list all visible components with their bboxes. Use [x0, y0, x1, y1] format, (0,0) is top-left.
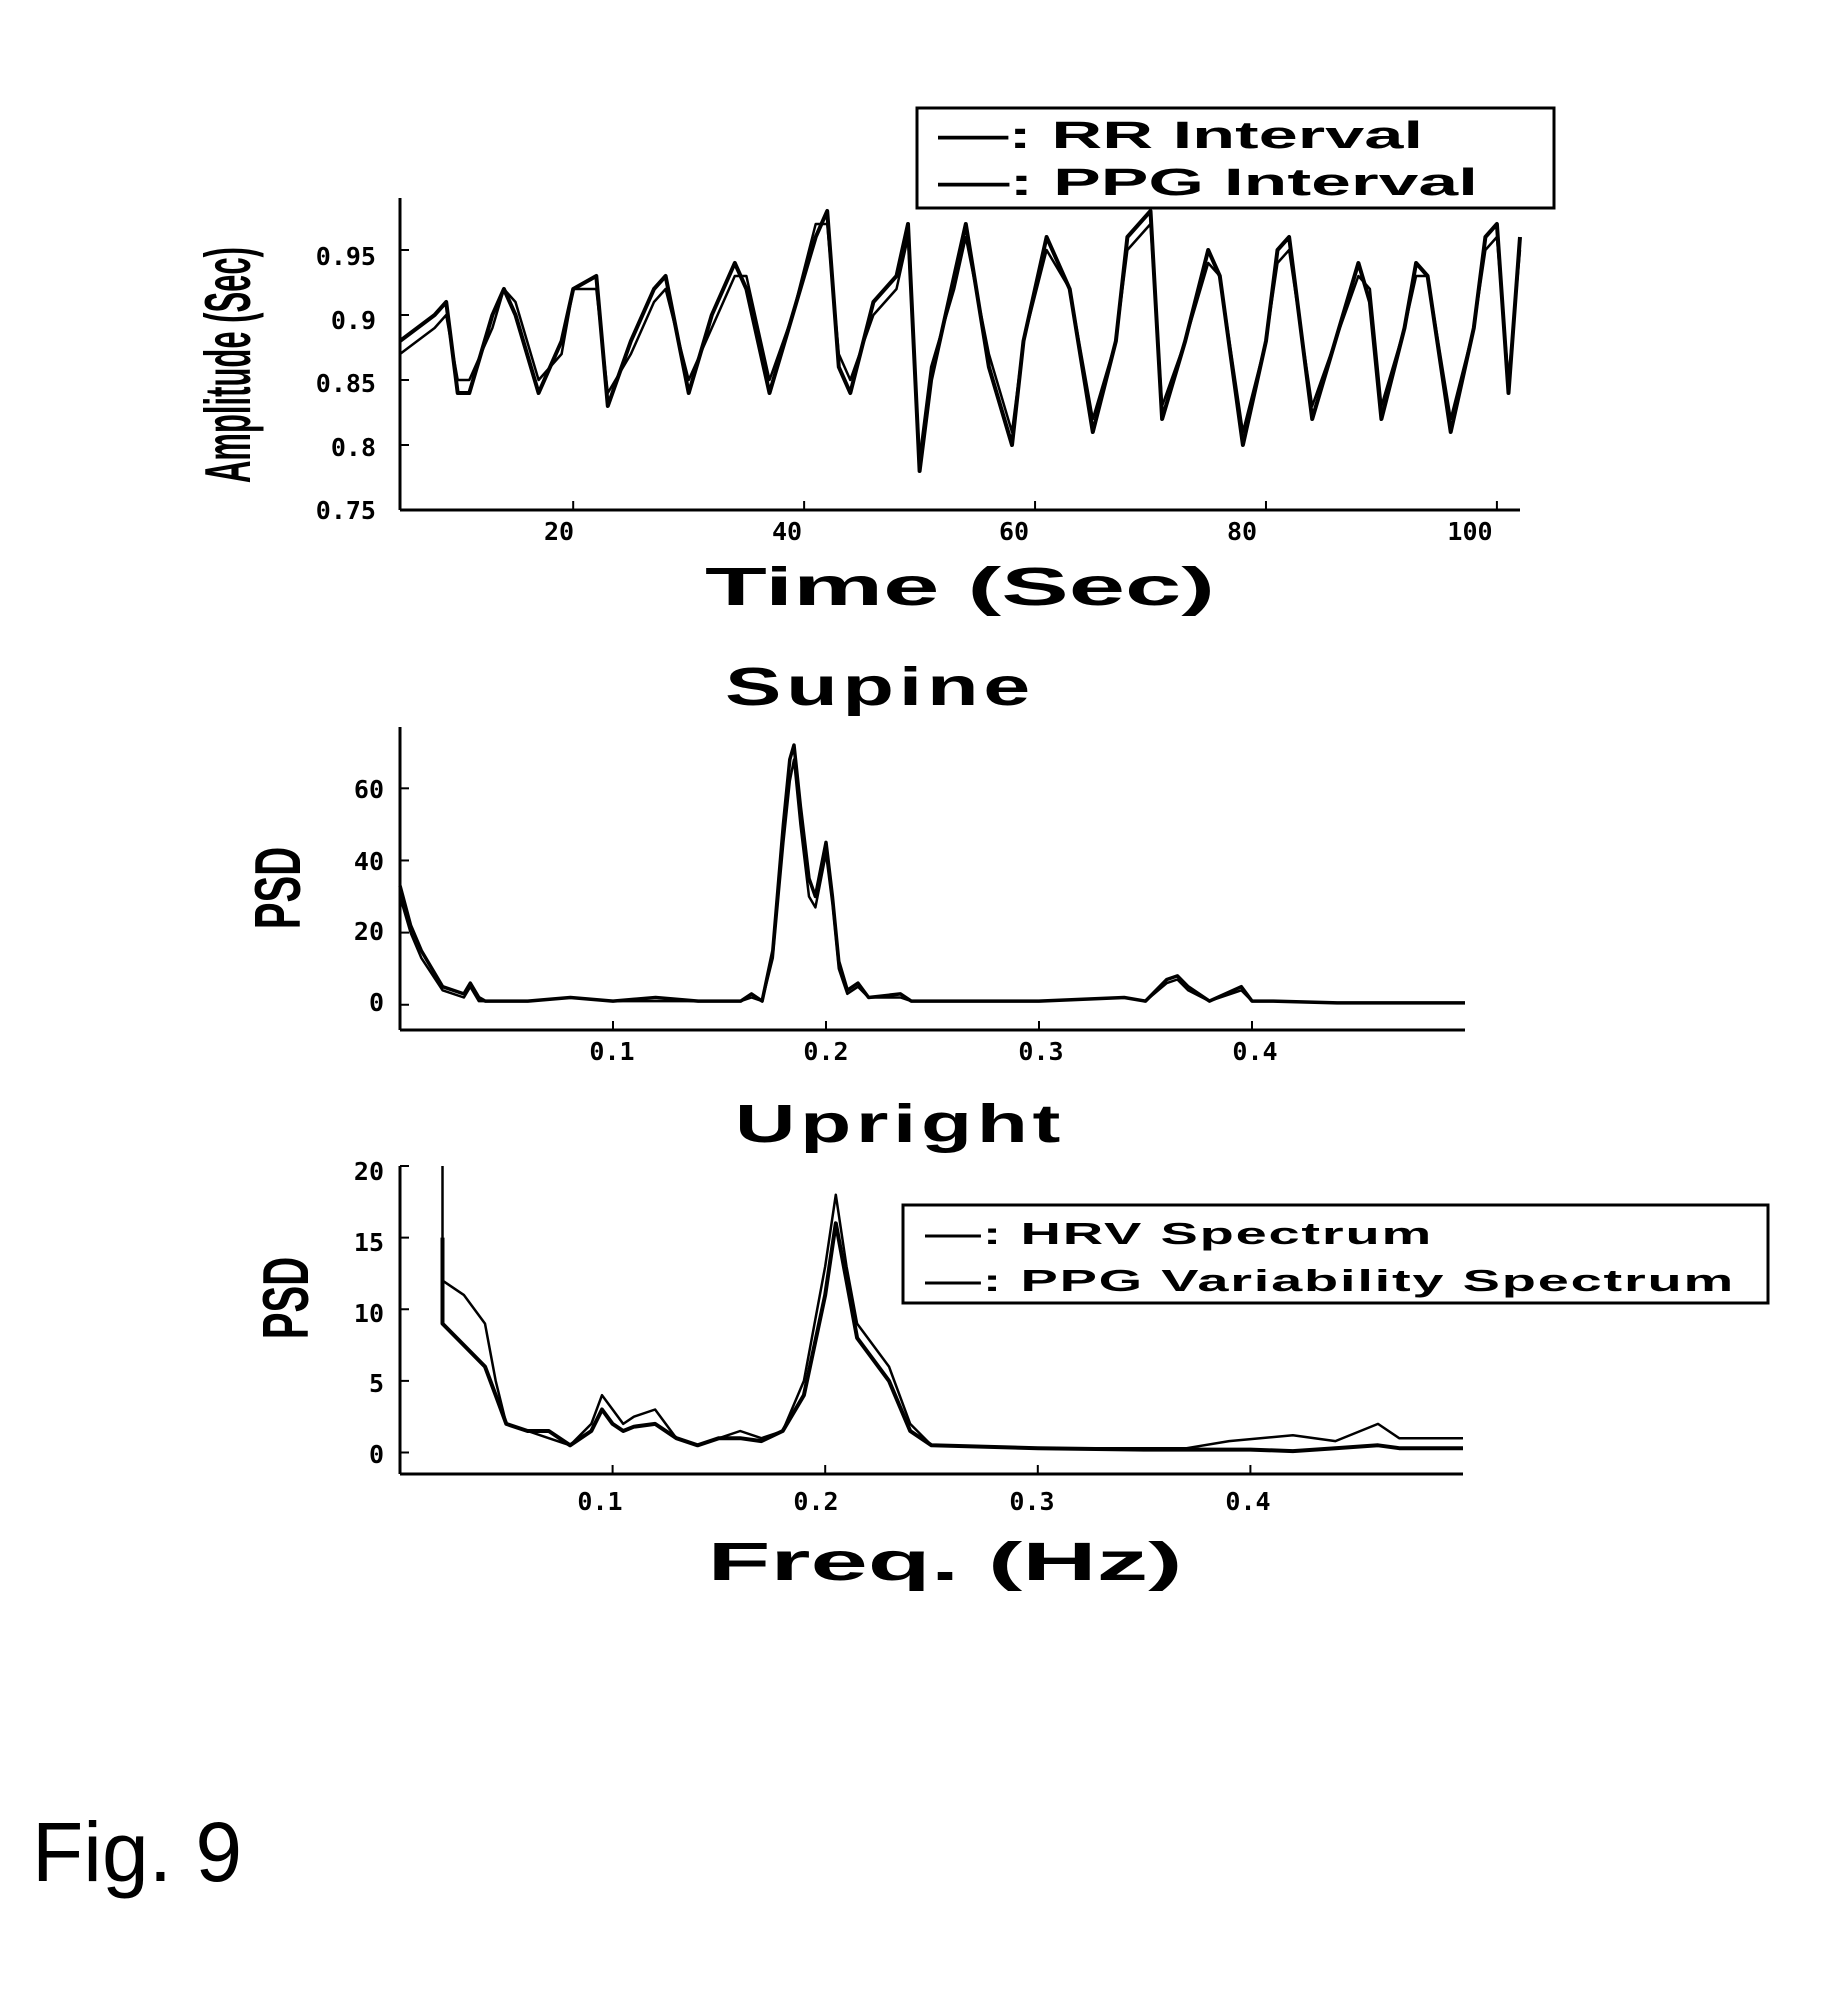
x-tick-label: 60 — [999, 517, 1029, 546]
y-tick-label: 0.8 — [331, 433, 376, 462]
y-tick-label: 0.85 — [316, 369, 376, 398]
x-tick-label: 0.3 — [1018, 1037, 1063, 1066]
y-tick-label: 15 — [354, 1228, 384, 1257]
legend-box — [901, 1203, 1770, 1305]
panel2-x-ticks: 0.1 0.2 0.3 0.4 — [589, 1037, 1277, 1066]
panel2-series-group — [398, 727, 1465, 1032]
panel1-x-axis-title: Time (Sec) — [705, 557, 1215, 617]
supine-panel: Supine PSD 0 20 40 60 0.1 0.2 0.3 0.4 — [242, 657, 1465, 1066]
upright-panel-title: Upright — [735, 1094, 1065, 1154]
x-tick-label: 0.2 — [803, 1037, 848, 1066]
x-tick-label: 0.2 — [793, 1487, 838, 1516]
series-line-1-2 — [399, 222, 1522, 460]
legend-entry-rr-interval: —: RR Interval — [938, 115, 1423, 157]
x-tick-label: 0.3 — [1009, 1487, 1054, 1516]
time-series-panel: Amplitude (Sec) 0.75 0.8 0.85 0.9 0.95 2… — [191, 106, 1556, 617]
y-tick-label: 20 — [354, 1157, 384, 1186]
legend-entry-ppg-interval: —: PPG Interval — [938, 162, 1478, 204]
series-line-1-1 — [398, 209, 1522, 473]
panel3-y-ticks: 0 5 10 15 20 — [354, 1157, 384, 1469]
panel2-y-axis-title: PSD — [242, 847, 314, 929]
x-tick-label: 80 — [1227, 517, 1257, 546]
panel3-x-axis-title: Freq. (Hz) — [708, 1532, 1183, 1592]
y-tick-label: 60 — [354, 775, 384, 804]
x-tick-label: 0.1 — [577, 1487, 622, 1516]
series-line-2-1 — [398, 743, 1465, 1005]
series-line-3-2 — [440, 1221, 1463, 1454]
panel3-legend: —: HRV Spectrum —: PPG Variability Spect… — [901, 1203, 1770, 1305]
panel1-x-ticks: 20 40 60 80 100 — [544, 517, 1493, 546]
panel1-y-axis-title: Amplitude (Sec) — [191, 247, 264, 483]
panel2-y-ticks: 0 20 40 60 — [354, 775, 384, 1017]
panel1-y-ticks: 0.75 0.8 0.85 0.9 0.95 — [316, 242, 376, 525]
figure-label: Fig. 9 — [32, 1805, 242, 1899]
y-tick-label: 40 — [354, 847, 384, 876]
y-tick-label: 0.95 — [316, 242, 376, 271]
legend-entry-ppg-variability-spectrum: —: PPG Variability Spectrum — [925, 1263, 1735, 1298]
x-tick-label: 100 — [1447, 517, 1492, 546]
legend-box — [915, 106, 1556, 210]
y-tick-label: 0.75 — [316, 496, 376, 525]
legend-entry-hrv-spectrum: —: HRV Spectrum — [925, 1216, 1433, 1251]
y-tick-label: 0 — [369, 988, 384, 1017]
supine-panel-title: Supine — [725, 657, 1035, 717]
x-tick-label: 40 — [772, 517, 802, 546]
upright-panel: Upright PSD 0 5 10 15 20 0.1 0.2 0.3 0.4… — [250, 1094, 1770, 1592]
panel3-series-group — [398, 1165, 1463, 1476]
y-tick-label: 20 — [354, 917, 384, 946]
y-tick-label: 5 — [369, 1369, 384, 1398]
panel3-y-axis-title: PSD — [250, 1257, 322, 1339]
x-tick-label: 0.1 — [589, 1037, 634, 1066]
x-tick-label: 0.4 — [1225, 1487, 1270, 1516]
y-tick-label: 10 — [354, 1299, 384, 1328]
x-tick-label: 20 — [544, 517, 574, 546]
panel1-series-group — [398, 198, 1522, 512]
panel1-legend: —: RR Interval —: PPG Interval — [915, 106, 1556, 210]
y-tick-label: 0 — [369, 1440, 384, 1469]
y-tick-label: 0.9 — [331, 306, 376, 335]
x-tick-label: 0.4 — [1232, 1037, 1277, 1066]
series-line-2-2 — [398, 758, 1465, 1005]
panel3-x-ticks: 0.1 0.2 0.3 0.4 — [577, 1487, 1270, 1516]
